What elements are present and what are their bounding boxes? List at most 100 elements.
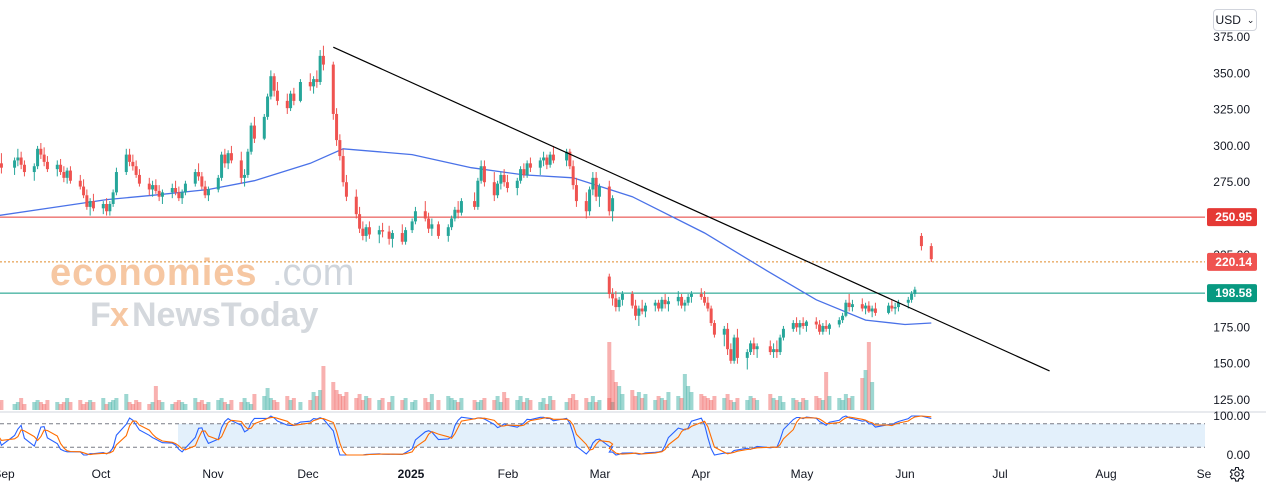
candle-body xyxy=(893,307,897,309)
volume-bar xyxy=(275,402,280,410)
volume-bar xyxy=(216,400,221,410)
volume-bar xyxy=(400,400,405,410)
volume-bar xyxy=(725,394,730,410)
volume-bar xyxy=(755,400,760,410)
time-tick-label: Jul xyxy=(992,467,1007,481)
candle-body xyxy=(206,189,210,196)
volume-bar xyxy=(101,398,106,410)
candle-body xyxy=(338,140,342,157)
candle-body xyxy=(331,64,335,114)
candle-body xyxy=(640,308,644,312)
volume-bar xyxy=(745,400,750,410)
volume-bar xyxy=(502,392,507,410)
candle-body xyxy=(528,163,532,168)
candle-body xyxy=(689,294,693,297)
gear-icon[interactable] xyxy=(1229,466,1245,482)
candle-body xyxy=(358,214,362,229)
candle-body xyxy=(841,315,845,321)
volume-bar xyxy=(456,402,461,410)
volume-bar xyxy=(137,402,142,410)
candle-body xyxy=(699,294,703,297)
volume-bar xyxy=(663,400,668,410)
stoch-tick-label: 0.00 xyxy=(1227,448,1251,462)
volume-bar xyxy=(705,398,710,410)
candle-body xyxy=(663,299,667,305)
volume-bar xyxy=(199,400,204,410)
candle-body xyxy=(101,203,105,209)
volume-bar xyxy=(45,400,50,410)
volume-bar xyxy=(88,400,93,410)
volume-bar xyxy=(682,374,687,410)
candle-body xyxy=(216,177,220,190)
volume-bar xyxy=(768,394,773,410)
volume-bar xyxy=(656,396,661,410)
volume-bar xyxy=(541,398,546,410)
volume-bar xyxy=(219,398,224,410)
candle-body xyxy=(19,157,23,165)
volume-bar xyxy=(111,400,116,410)
volume-bar xyxy=(423,398,428,410)
price-tick-label: 350.00 xyxy=(1213,66,1250,80)
volume-bar xyxy=(331,382,336,410)
candle-body xyxy=(660,299,664,309)
volume-bar xyxy=(298,402,303,410)
candle-body xyxy=(203,186,207,196)
volume-bar xyxy=(176,400,181,410)
candle-body xyxy=(726,328,730,350)
currency-selector[interactable]: USD ⌄ xyxy=(1213,9,1257,31)
candle-body xyxy=(436,224,440,236)
candle-body xyxy=(548,154,552,165)
candle-body xyxy=(108,203,112,212)
volume-bar xyxy=(107,402,112,410)
volume-bar xyxy=(124,394,129,410)
candle-body xyxy=(243,174,247,178)
candle-body xyxy=(111,192,115,204)
volume-bar xyxy=(413,400,418,410)
volume-bar xyxy=(58,404,63,410)
candle-body xyxy=(128,154,132,162)
volume-bar xyxy=(193,398,198,410)
candle-body xyxy=(453,209,457,219)
volume-bar xyxy=(620,394,625,410)
candle-body xyxy=(890,305,894,309)
volume-bar xyxy=(495,396,500,410)
volume-bar xyxy=(617,386,622,410)
candle-body xyxy=(249,125,253,152)
price-tick-label: 275.00 xyxy=(1213,175,1250,189)
candle-body xyxy=(712,323,716,335)
candle-body xyxy=(177,192,181,199)
time-axis[interactable]: Sep Oct Nov Dec 2025 Feb Mar Apr May Jun Jul Aug Se xyxy=(0,467,1212,481)
volume-bar xyxy=(337,394,342,410)
volume-bar xyxy=(354,398,359,410)
volume-bar xyxy=(341,396,346,410)
watermark-x: x xyxy=(110,296,129,334)
volume-bar xyxy=(643,394,648,410)
candle-body xyxy=(929,246,933,260)
candle-body xyxy=(752,343,756,350)
level-price-tag xyxy=(1207,208,1257,227)
volume-bar xyxy=(544,404,549,410)
volume-bar xyxy=(410,402,415,410)
volume-bar xyxy=(22,404,27,410)
volume-bar xyxy=(781,402,786,410)
volume-bar xyxy=(318,390,323,410)
candle-body xyxy=(522,169,526,175)
candle-body xyxy=(870,308,874,312)
volume-bar xyxy=(84,402,89,410)
price-axis[interactable]: 375.00350.00325.00300.00275.00250.00225.… xyxy=(1213,30,1250,462)
volume-bar xyxy=(630,390,635,410)
volume-bar xyxy=(449,398,454,410)
volume-bar xyxy=(475,402,480,410)
volume-bar xyxy=(636,392,641,410)
candle-body xyxy=(157,190,161,197)
volume-bar xyxy=(387,402,392,410)
candle-body xyxy=(896,302,900,308)
level-price-label: 198.58 xyxy=(1215,286,1252,300)
candle-body xyxy=(775,349,779,353)
candle-body xyxy=(844,302,848,316)
volume-bar xyxy=(610,370,615,410)
volume-bar xyxy=(249,404,254,410)
candle-body xyxy=(137,174,141,184)
time-tick-label: Se xyxy=(1197,467,1212,481)
